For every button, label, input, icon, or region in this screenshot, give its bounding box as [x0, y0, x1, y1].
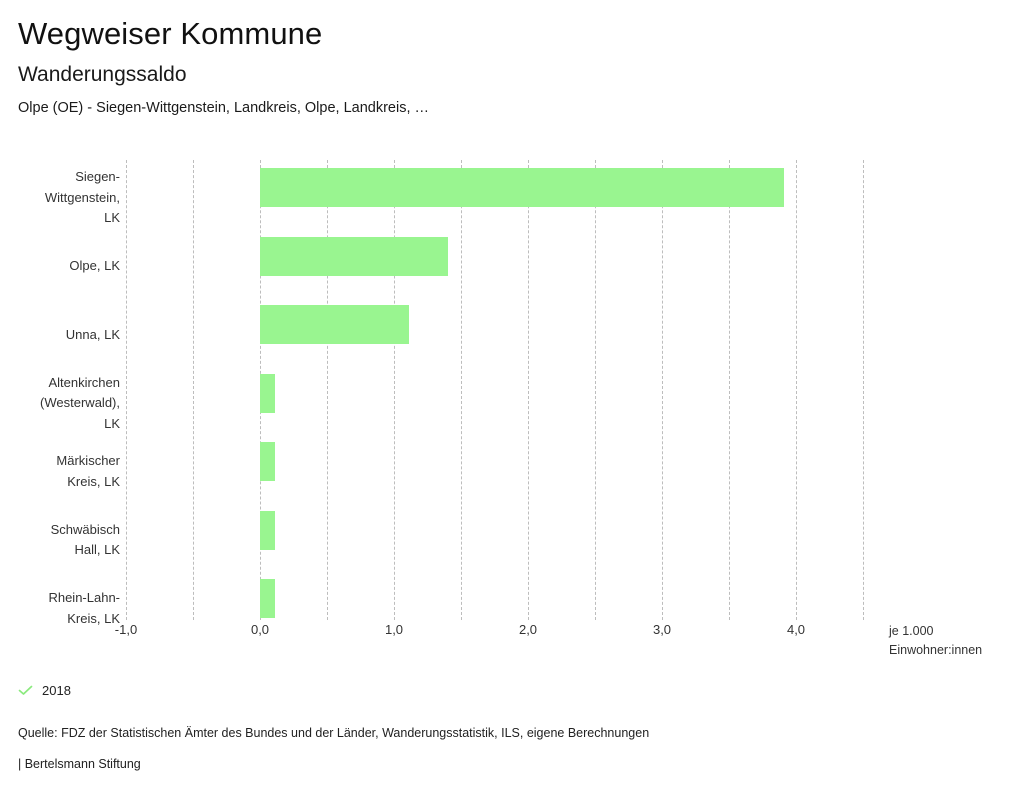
gridline — [863, 160, 864, 620]
y-axis-label-line: Rhein-Lahn- — [48, 590, 120, 606]
page-title: Wegweiser Kommune — [18, 16, 323, 51]
gridline — [394, 160, 395, 620]
axis-unit-line2: Einwohner:innen — [889, 643, 983, 657]
y-axis-label-line: LK — [104, 210, 120, 225]
bar-rows: Siegen- Wittgenstein, LK Olpe, LK Unna, LK Al… — [40, 160, 863, 626]
bar[interactable] — [260, 510, 275, 550]
x-axis-tick-label: 4,0 — [786, 622, 806, 637]
chart-subtitle: Wanderungssaldo — [18, 63, 187, 86]
y-axis-label-line: Kreis, LK — [67, 473, 120, 489]
bar-row: Siegen- Wittgenstein, LK — [45, 160, 863, 229]
y-axis-label-line: Schwäbisch — [50, 521, 120, 537]
gridline — [126, 160, 127, 620]
bar-row: Olpe, LK — [69, 229, 863, 298]
y-axis-label: Märkischer Kreis, LK — [2, 451, 120, 492]
chart-legend[interactable]: 2018 — [18, 683, 71, 698]
gridline — [729, 160, 730, 620]
y-axis-label-line: Wittgenstein, — [44, 189, 120, 205]
legend-item-label: 2018 — [42, 683, 71, 698]
bar-chart: Siegen- Wittgenstein, LK Olpe, LK Unna, LK Al… — [0, 160, 1024, 637]
publisher-note: | Bertelsmann Stiftung — [18, 757, 141, 771]
y-axis-label-line: Olpe, LK — [69, 258, 120, 273]
gridline — [796, 160, 797, 620]
bar-row: Schwäbisch Hall, LK — [51, 503, 863, 572]
y-axis-label: Siegen- Wittgenstein, LK — [2, 167, 120, 229]
bar[interactable] — [260, 305, 409, 344]
gridline — [461, 160, 462, 620]
bar[interactable] — [260, 236, 448, 276]
y-axis-label-line: (Westerwald), — [40, 395, 120, 410]
y-axis-label-line: LK — [104, 415, 120, 431]
bar-row: Unna, LK — [66, 297, 863, 366]
y-axis-label: Rhein-Lahn- Kreis, LK — [2, 588, 120, 629]
y-axis-label-line: Altenkirchen — [48, 374, 120, 390]
axis-unit-label: je 1.000 Einwohner:innen — [889, 622, 1019, 660]
bar[interactable] — [260, 373, 275, 413]
y-axis-label: Schwäbisch Hall, LK — [2, 520, 120, 561]
bar-row: Märkischer Kreis, LK — [56, 434, 863, 503]
x-axis-tick-label: -1,0 — [114, 622, 138, 637]
region-selection-label: Olpe (OE) - Siegen-Wittgenstein, Landkre… — [18, 100, 430, 116]
chart-header: Wegweiser Kommune Wanderungssaldo Olpe (… — [18, 14, 1008, 119]
bar-row: Rhein-Lahn- Kreis, LK — [48, 571, 863, 640]
bar[interactable] — [260, 442, 275, 481]
y-axis-label: Unna, LK — [2, 325, 120, 346]
source-note: Quelle: FDZ der Statistischen Ämter des … — [18, 726, 650, 740]
y-axis-label-line: Unna, LK — [65, 326, 120, 342]
gridline — [193, 160, 194, 620]
x-axis-tick-label: 0,0 — [250, 622, 270, 637]
y-axis-label-line: Hall, LK — [74, 542, 120, 558]
bar[interactable] — [260, 579, 275, 618]
axis-unit-line1: je 1.000 — [889, 624, 934, 638]
gridline — [662, 160, 663, 620]
plot-area: Siegen- Wittgenstein, LK Olpe, LK Unna, LK Al… — [40, 160, 864, 637]
y-axis-label-line: Siegen- — [75, 169, 120, 184]
bar[interactable] — [260, 168, 784, 207]
x-axis-tick-label: 3,0 — [652, 622, 672, 637]
y-axis-label-line: Märkischer — [56, 453, 120, 469]
gridline — [528, 160, 529, 620]
x-axis-tick-label: 1,0 — [384, 622, 404, 637]
x-axis-tick-label: 2,0 — [518, 622, 538, 637]
y-axis-label-line: Kreis, LK — [67, 610, 120, 626]
y-axis-label: Olpe, LK — [2, 256, 120, 277]
gridline — [327, 160, 328, 620]
gridline — [595, 160, 596, 620]
bar-row: Altenkirchen (Westerwald), LK — [40, 366, 863, 435]
check-icon — [18, 683, 33, 698]
y-axis-label: Altenkirchen (Westerwald), LK — [2, 373, 120, 435]
